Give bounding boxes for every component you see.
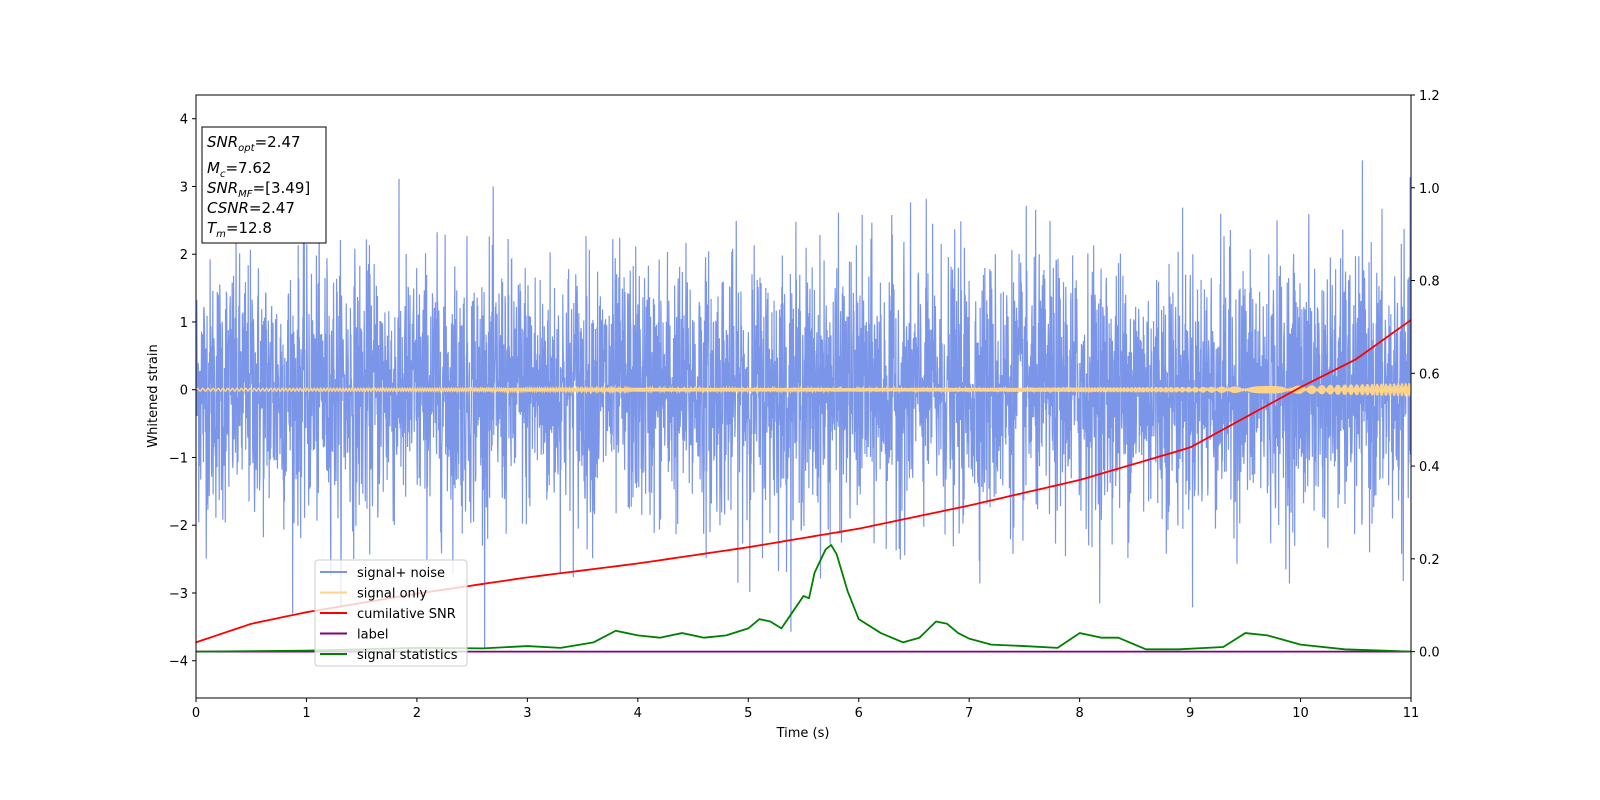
y-axis-title: Whitened strain [146,344,161,447]
x-tick-label: 0 [192,706,200,721]
y-tick-label: −4 [169,655,188,670]
x-tick-label: 4 [634,706,642,721]
y2-tick-label: 0.6 [1419,367,1440,382]
y2-tick-label: 0.2 [1419,553,1440,568]
plot-frame [195,94,1412,699]
x-tick-label: 8 [1075,706,1083,721]
csnr-text: CSNR=2.47 [207,199,295,217]
snr-opt-text: SNRopt=2.47 [207,133,301,154]
x-tick-label: 11 [1403,706,1420,721]
info-box-frame [201,126,327,244]
x-axis-title: Time (s) [776,726,830,741]
series-signal-only-line [196,383,1411,397]
y-tick-label: 2 [180,248,188,263]
legend-label: signal+ noise [357,566,445,581]
y-tick-label: 0 [180,384,188,399]
series-signal-statistics-line [196,544,1411,653]
tm-text: Tm=12.8 [207,219,272,240]
y2-tick-label: 0.0 [1419,646,1440,661]
x-tick-label: 2 [413,706,421,721]
y-tick-label: 1 [180,316,188,331]
x-tick-label: 6 [855,706,863,721]
legend-label: signal statistics [357,648,458,663]
legend-label: signal only [357,587,427,602]
x-tick-label: 9 [1186,706,1194,721]
legend-label: label [357,628,388,643]
axes-layer: 0 1 2 3 4 5 6 7 8 9 10 11 −4 −3 −2 −1 0 1 2 3 4 0.0 0.2 0.4 0.6 0… [169,89,1440,721]
snr-mf-text: SNRMF=[3.49] [207,179,310,200]
y2-tick-label: 1.0 [1419,182,1440,197]
x-tick-label: 1 [302,706,310,721]
x-tick-label: 5 [744,706,752,721]
info-box: SNRopt=2.47 Mc=7.62 SNRMF=[3.49] CSNR=2.… [201,126,327,244]
y-tick-label: 4 [180,113,188,128]
y2-tick-label: 1.2 [1419,89,1440,104]
y-tick-label: −3 [169,587,188,602]
legend: signal+ noise signal only cumilative SNR la… [314,559,468,667]
legend-label: cumilative SNR [357,607,456,622]
y-tick-label: 3 [180,180,188,195]
x-tick-label: 3 [523,706,531,721]
y2-tick-label: 0.4 [1419,460,1440,475]
y-tick-label: −1 [169,451,188,466]
legend-frame [314,559,468,667]
x-tick-label: 7 [965,706,973,721]
y2-tick-label: 0.8 [1419,275,1440,290]
y-tick-label: −2 [169,519,188,534]
chirp-mass-text: Mc=7.62 [207,159,271,180]
series-signal-plus-noise-line [196,160,1411,649]
x-tick-label: 10 [1292,706,1309,721]
